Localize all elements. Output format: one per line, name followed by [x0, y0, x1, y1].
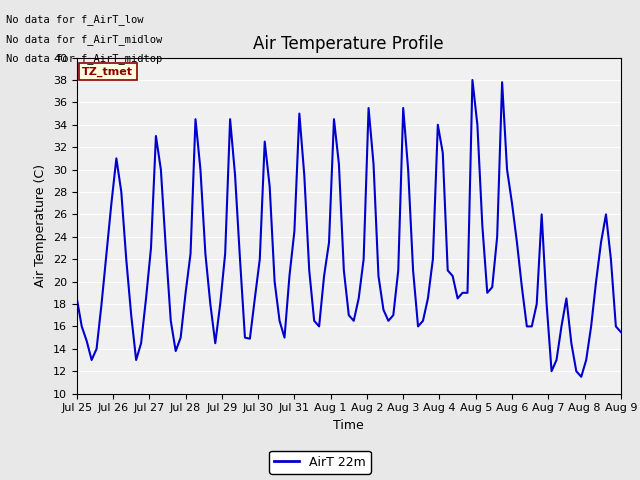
X-axis label: Time: Time — [333, 419, 364, 432]
Y-axis label: Air Temperature (C): Air Temperature (C) — [35, 164, 47, 287]
Text: No data for f_AirT_midlow: No data for f_AirT_midlow — [6, 34, 163, 45]
Text: No data for f_AirT_low: No data for f_AirT_low — [6, 14, 144, 25]
Text: TZ_tmet: TZ_tmet — [82, 67, 133, 77]
Text: No data for f_AirT_midtop: No data for f_AirT_midtop — [6, 53, 163, 64]
Title: Air Temperature Profile: Air Temperature Profile — [253, 35, 444, 53]
Legend: AirT 22m: AirT 22m — [269, 451, 371, 474]
